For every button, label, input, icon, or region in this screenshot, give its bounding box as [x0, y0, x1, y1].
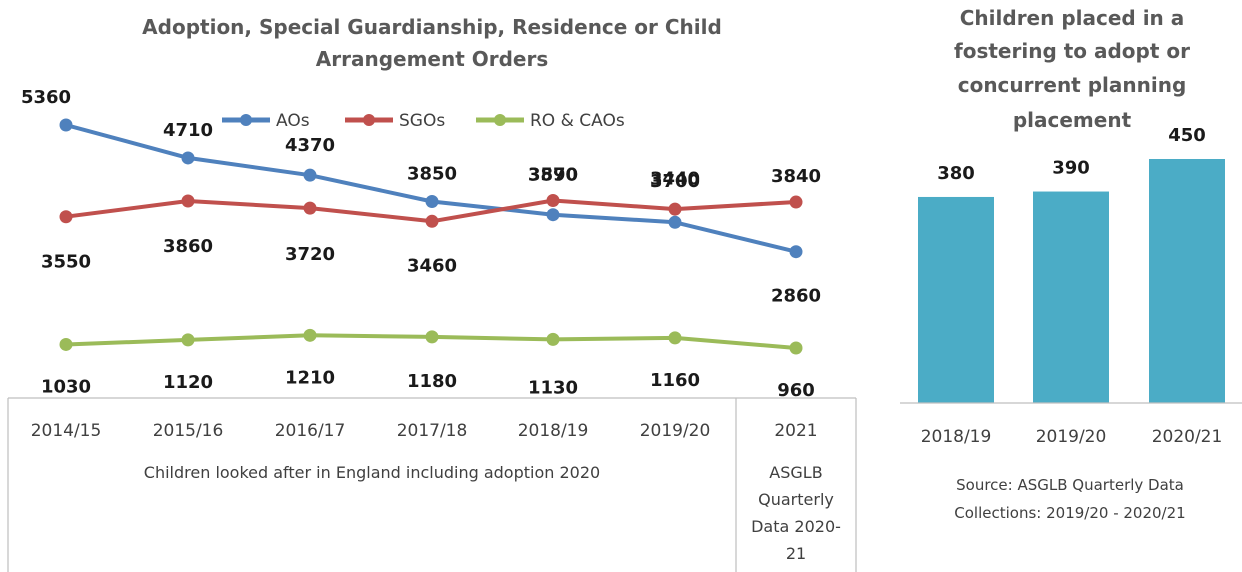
data-point [546, 332, 560, 346]
data-point [668, 202, 682, 216]
x-tick-label: 2020/21 [1152, 427, 1223, 447]
x-tick-label: 2021 [774, 421, 817, 441]
x-tick-label: 2018/19 [921, 427, 992, 447]
data-point [425, 195, 439, 209]
data-label: 450 [1168, 125, 1206, 146]
data-label: 1030 [41, 376, 91, 397]
data-label: 3870 [528, 165, 578, 186]
data-point [181, 151, 195, 165]
data-label: 390 [1052, 158, 1090, 179]
data-point [789, 195, 803, 209]
source-note: Collections: 2019/20 - 2020/21 [954, 504, 1185, 522]
data-point [59, 210, 73, 224]
bar [1033, 191, 1109, 403]
data-point [668, 215, 682, 229]
category-group-label: ASGLB [769, 463, 822, 482]
data-label: 1210 [285, 367, 335, 388]
data-label: 3720 [285, 244, 335, 265]
data-label: 1160 [650, 370, 700, 391]
data-point [303, 201, 317, 215]
legend-swatch-marker [240, 114, 252, 126]
data-point [181, 194, 195, 208]
data-label: 3700 [650, 171, 700, 192]
source-note: Source: ASGLB Quarterly Data [956, 476, 1184, 494]
data-label: 3460 [407, 255, 457, 276]
x-tick-label: 2017/18 [397, 421, 468, 441]
bar-chart-title: Children placed in a [960, 6, 1185, 30]
data-point [546, 194, 560, 208]
category-group-label: Children looked after in England includi… [144, 463, 600, 482]
data-point [789, 245, 803, 259]
legend-swatch-marker [363, 114, 375, 126]
line-chart-title: Adoption, Special Guardianship, Residenc… [142, 15, 722, 39]
data-point [181, 333, 195, 347]
x-tick-label: 2019/20 [640, 421, 711, 441]
data-label: 960 [777, 380, 815, 401]
legend-label: AOs [276, 111, 310, 131]
x-tick-label: 2019/20 [1036, 427, 1107, 447]
x-tick-label: 2015/16 [153, 421, 224, 441]
data-label: 1120 [163, 372, 213, 393]
category-group-label: Quarterly [758, 490, 834, 509]
data-label: 1180 [407, 371, 457, 392]
legend-label: SGOs [399, 111, 445, 131]
data-point [59, 337, 73, 351]
data-label: 1130 [528, 377, 578, 398]
bar-chart: Children placed in a fostering to adopt o… [900, 6, 1242, 522]
bar [1149, 159, 1225, 403]
data-point [59, 118, 73, 132]
data-point [303, 168, 317, 182]
x-tick-label: 2016/17 [275, 421, 346, 441]
data-point [425, 214, 439, 228]
bar-chart-title: placement [1013, 108, 1132, 132]
data-label: 3850 [407, 164, 457, 185]
x-tick-label: 2018/19 [518, 421, 589, 441]
data-label: 3840 [771, 166, 821, 187]
data-label: 5360 [21, 87, 71, 108]
legend-swatch-marker [494, 114, 506, 126]
data-point [425, 330, 439, 344]
bar-chart-title: concurrent planning [958, 73, 1187, 97]
line-chart-title: Arrangement Orders [316, 47, 549, 71]
data-label: 3860 [163, 236, 213, 257]
legend-label: RO & CAOs [530, 111, 625, 131]
data-label: 3550 [41, 252, 91, 273]
bar [918, 196, 994, 403]
data-label: 4370 [285, 135, 335, 156]
data-label: 380 [937, 163, 975, 184]
data-label: 3440 [650, 168, 700, 189]
line-chart: Adoption, Special Guardianship, Residenc… [7, 15, 857, 572]
bar-chart-title: fostering to adopt or [954, 39, 1190, 63]
data-point [789, 341, 803, 355]
data-label: 3590 [528, 165, 578, 186]
category-group-label: 21 [786, 544, 806, 563]
data-point [546, 208, 560, 222]
x-tick-label: 2014/15 [31, 421, 102, 441]
data-label: 4710 [163, 120, 213, 141]
data-point [668, 331, 682, 345]
data-point [303, 328, 317, 342]
category-group-label: Data 2020- [751, 517, 841, 536]
data-label: 2860 [771, 286, 821, 307]
